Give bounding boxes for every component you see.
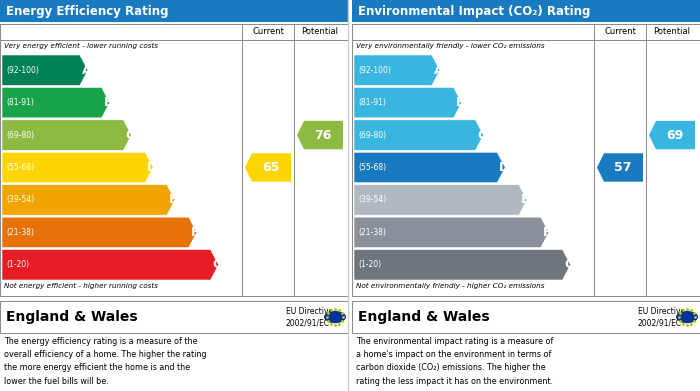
Polygon shape [649, 121, 695, 149]
Text: C: C [125, 129, 134, 142]
Text: Energy Efficiency Rating: Energy Efficiency Rating [6, 5, 169, 18]
Text: (21-38): (21-38) [358, 228, 386, 237]
FancyBboxPatch shape [0, 301, 348, 333]
Polygon shape [2, 152, 153, 183]
Polygon shape [2, 120, 132, 150]
Text: G: G [213, 258, 223, 271]
Text: D: D [499, 161, 510, 174]
Text: England & Wales: England & Wales [358, 310, 489, 324]
Text: Very energy efficient - lower running costs: Very energy efficient - lower running co… [4, 43, 158, 49]
Text: Current: Current [252, 27, 284, 36]
Text: Potential: Potential [654, 27, 690, 36]
Circle shape [676, 311, 698, 323]
Circle shape [324, 311, 346, 323]
Text: G: G [564, 258, 575, 271]
Text: (1-20): (1-20) [358, 260, 381, 269]
FancyBboxPatch shape [352, 0, 700, 22]
Text: D: D [147, 161, 158, 174]
Text: Environmental Impact (CO₂) Rating: Environmental Impact (CO₂) Rating [358, 5, 590, 18]
Text: (55-68): (55-68) [6, 163, 34, 172]
Text: C: C [477, 129, 486, 142]
Polygon shape [2, 88, 110, 118]
Text: B: B [456, 96, 465, 109]
Text: The environmental impact rating is a measure of
a home's impact on the environme: The environmental impact rating is a mea… [356, 337, 554, 386]
Polygon shape [2, 249, 218, 280]
Text: Not energy efficient - higher running costs: Not energy efficient - higher running co… [4, 283, 158, 289]
Text: EU Directive
2002/91/EC: EU Directive 2002/91/EC [286, 307, 333, 327]
Polygon shape [354, 185, 527, 215]
Text: B: B [104, 96, 113, 109]
Text: (39-54): (39-54) [358, 196, 386, 204]
Polygon shape [297, 121, 343, 149]
Text: A: A [82, 64, 92, 77]
Text: A: A [434, 64, 444, 77]
Text: (69-80): (69-80) [358, 131, 386, 140]
Text: (81-91): (81-91) [6, 98, 34, 107]
Polygon shape [354, 217, 549, 248]
Text: (39-54): (39-54) [6, 196, 34, 204]
Text: (81-91): (81-91) [358, 98, 386, 107]
Text: Very environmentally friendly - lower CO₂ emissions: Very environmentally friendly - lower CO… [356, 43, 545, 49]
FancyBboxPatch shape [0, 0, 348, 22]
Polygon shape [354, 120, 484, 150]
Text: (21-38): (21-38) [6, 228, 34, 237]
Polygon shape [597, 153, 643, 182]
Text: (92-100): (92-100) [6, 66, 39, 75]
Polygon shape [2, 55, 88, 85]
Text: The energy efficiency rating is a measure of the
overall efficiency of a home. T: The energy efficiency rating is a measur… [4, 337, 206, 386]
Polygon shape [2, 185, 175, 215]
Text: England & Wales: England & Wales [6, 310, 138, 324]
FancyBboxPatch shape [352, 301, 700, 333]
Text: E: E [521, 194, 529, 206]
FancyBboxPatch shape [352, 24, 700, 296]
Polygon shape [354, 88, 461, 118]
Text: F: F [191, 226, 200, 239]
Text: (55-68): (55-68) [358, 163, 386, 172]
Text: Not environmentally friendly - higher CO₂ emissions: Not environmentally friendly - higher CO… [356, 283, 545, 289]
Polygon shape [245, 153, 291, 182]
Text: Current: Current [604, 27, 636, 36]
Polygon shape [2, 217, 197, 248]
Text: EU Directive
2002/91/EC: EU Directive 2002/91/EC [638, 307, 685, 327]
Text: (1-20): (1-20) [6, 260, 29, 269]
Polygon shape [354, 55, 440, 85]
Text: (92-100): (92-100) [358, 66, 391, 75]
Text: (69-80): (69-80) [6, 131, 34, 140]
Text: F: F [542, 226, 552, 239]
Polygon shape [354, 249, 570, 280]
Text: Potential: Potential [302, 27, 339, 36]
Polygon shape [354, 152, 505, 183]
Text: E: E [169, 194, 178, 206]
Text: 69: 69 [666, 129, 684, 142]
FancyBboxPatch shape [0, 24, 348, 296]
Text: 57: 57 [615, 161, 631, 174]
Text: 76: 76 [314, 129, 332, 142]
Text: 65: 65 [262, 161, 280, 174]
